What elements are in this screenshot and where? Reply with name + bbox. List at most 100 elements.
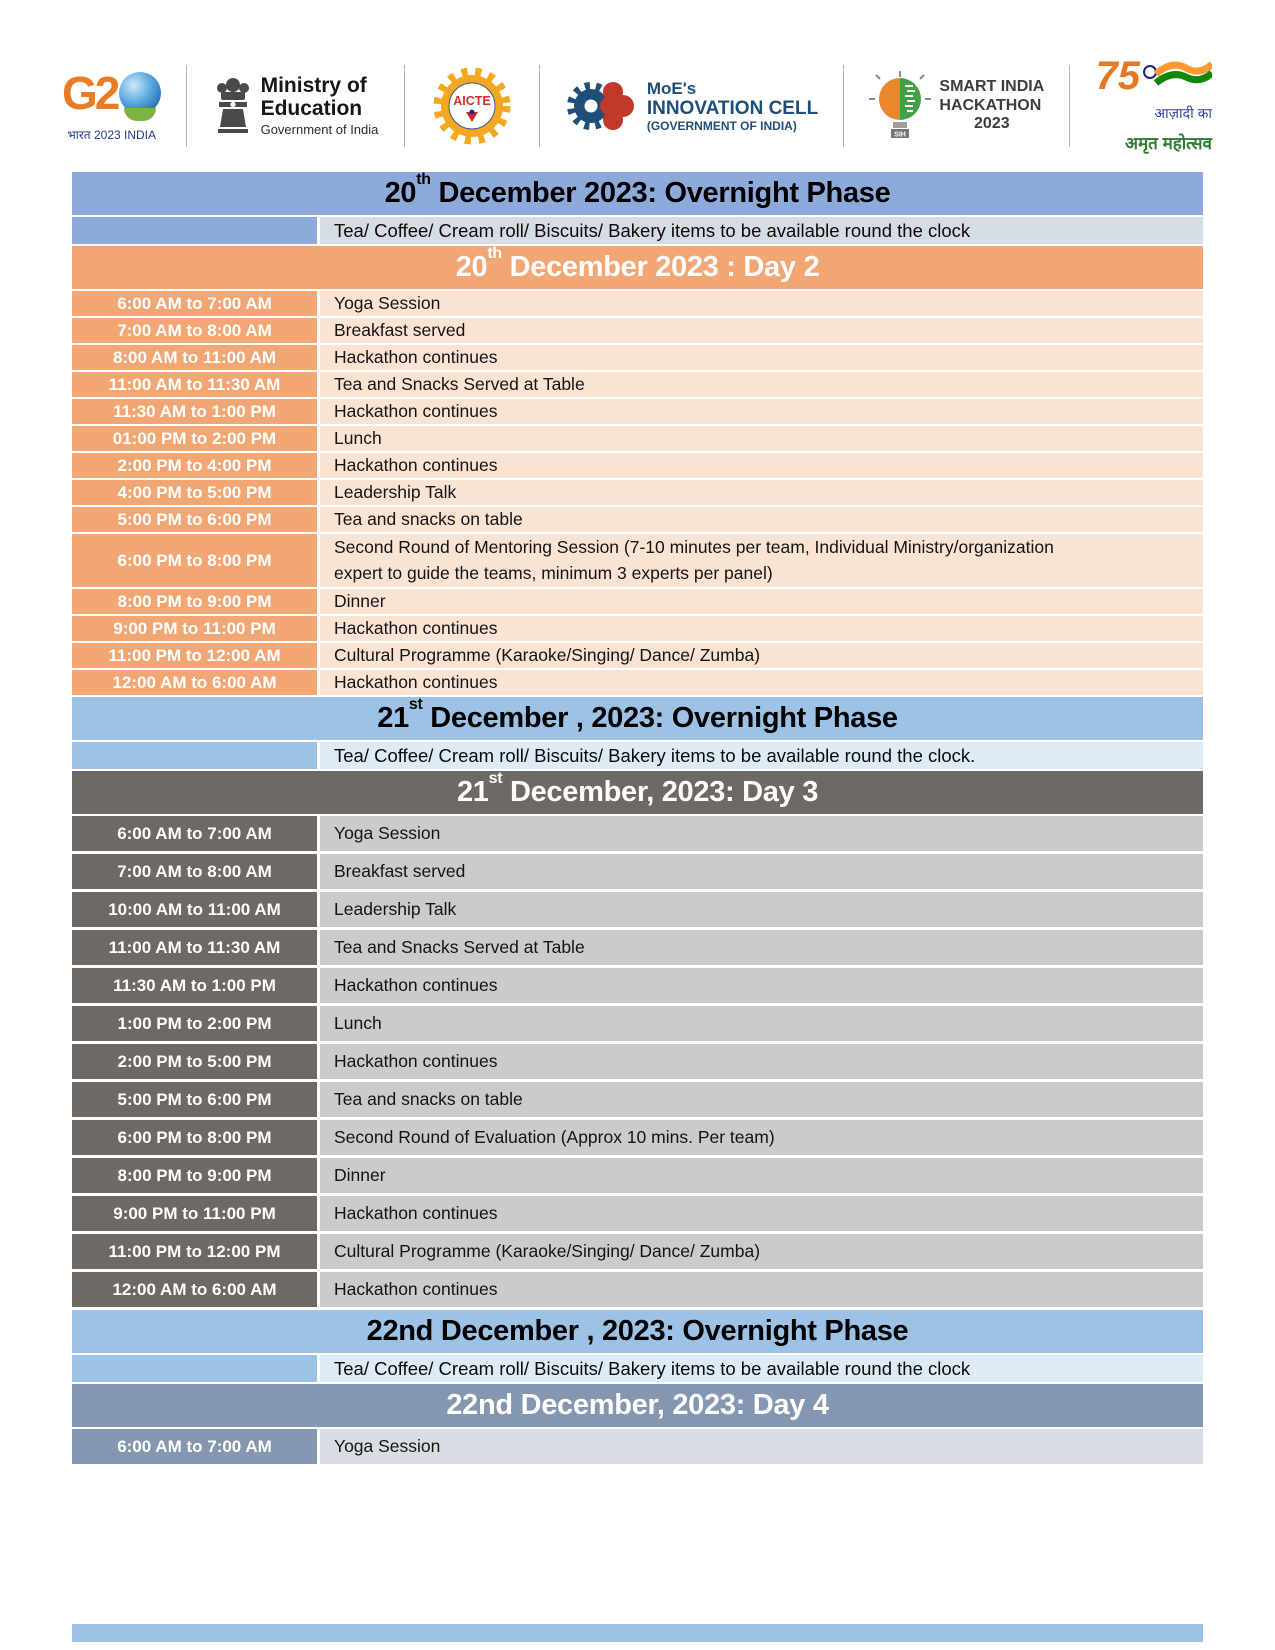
section-header-text: 21st December , 2023: Overnight Phase (377, 696, 898, 734)
section-header: 21st December , 2023: Overnight Phase (72, 697, 1203, 740)
activity-text: Tea and Snacks Served at Table (334, 374, 585, 394)
activity-text: Hackathon continues (334, 455, 498, 475)
activity-cell: Hackathon continues (320, 399, 1203, 424)
globe-icon (119, 71, 162, 121)
schedule-row: 6:00 AM to 7:00 AM Yoga Session (72, 291, 1203, 316)
bottom-blue-bar (72, 1624, 1203, 1642)
divider (403, 65, 405, 147)
activity-cell: Leadership Talk (320, 892, 1203, 927)
time-cell: 2:00 PM to 5:00 PM (72, 1044, 317, 1079)
activity-text: Hackathon continues (334, 1203, 498, 1223)
activity-text: Cultural Programme (Karaoke/Singing/ Dan… (334, 1241, 761, 1261)
ministry-of-education-logo: Ministry of Education Government of Indi… (213, 74, 379, 137)
activity-text: Lunch (334, 1013, 382, 1033)
time-cell: 12:00 AM to 6:00 AM (72, 1272, 317, 1307)
schedule-row: 6:00 PM to 8:00 PM Second Round of Evalua… (72, 1120, 1203, 1155)
activity-cell: Cultural Programme (Karaoke/Singing/ Dan… (320, 1234, 1203, 1269)
activity-text: Hackathon continues (334, 672, 498, 692)
activity-cell: Hackathon continues (320, 1044, 1203, 1079)
activity-text: Lunch (334, 428, 382, 448)
schedule-table: 20th December 2023: Overnight Phase Tea/ … (72, 172, 1203, 1642)
activity-cell: Tea and Snacks Served at Table (320, 372, 1203, 397)
activity-cell: Dinner (320, 589, 1203, 614)
schedule-row: 12:00 AM to 6:00 AM Hackathon continues (72, 670, 1203, 695)
activity-text: Hackathon continues (334, 347, 498, 367)
schedule-row: 2:00 PM to 4:00 PM Hackathon continues (72, 453, 1203, 478)
time-cell: 4:00 PM to 5:00 PM (72, 480, 317, 505)
time-cell: 7:00 AM to 8:00 AM (72, 318, 317, 343)
sih-logo: SIH SMART INDIA HACKATHON 2023 (869, 69, 1044, 143)
schedule-row: 7:00 AM to 8:00 AM Breakfast served (72, 854, 1203, 889)
note-row: Tea/ Coffee/ Cream roll/ Biscuits/ Baker… (72, 742, 1203, 769)
schedule-row: 6:00 PM to 8:00 PM Second Round of Mentor… (72, 534, 1203, 587)
activity-text: Breakfast served (334, 861, 466, 881)
time-cell: 11:00 PM to 12:00 AM (72, 643, 317, 668)
activity-text: Hackathon continues (334, 975, 498, 995)
activity-text: Leadership Talk (334, 482, 457, 502)
activity-text: Yoga Session (334, 823, 441, 843)
sih-line2: HACKATHON (939, 96, 1042, 114)
sih-text: SMART INDIA HACKATHON 2023 (939, 78, 1044, 133)
g20-wordmark: G2 (62, 66, 162, 121)
activity-text: Tea and snacks on table (334, 509, 523, 529)
activity-cell: Tea and snacks on table (320, 507, 1203, 532)
section-header: 22nd December , 2023: Overnight Phase (72, 1310, 1203, 1353)
time-cell: 6:00 AM to 7:00 AM (72, 291, 317, 316)
activity-cell: Lunch (320, 1006, 1203, 1041)
time-cell: 11:00 PM to 12:00 PM (72, 1234, 317, 1269)
activity-text: Yoga Session (334, 1436, 441, 1456)
activity-text: Dinner (334, 591, 386, 611)
activity-text: Yoga Session (334, 293, 441, 313)
activity-cell: Hackathon continues (320, 670, 1203, 695)
note-cell: Tea/ Coffee/ Cream roll/ Biscuits/ Baker… (320, 742, 1203, 769)
schedule-row: 11:00 PM to 12:00 PM Cultural Programme (… (72, 1234, 1203, 1269)
schedule-row: 8:00 AM to 11:00 AM Hackathon continues (72, 345, 1203, 370)
time-cell: 10:00 AM to 11:00 AM (72, 892, 317, 927)
aicte-gear-icon: AICTE (433, 67, 511, 145)
time-cell: 11:00 AM to 11:30 AM (72, 372, 317, 397)
time-cell: 11:00 AM to 11:30 AM (72, 930, 317, 965)
sih-line1: SMART INDIA (939, 78, 1045, 96)
activity-cell: Dinner (320, 1158, 1203, 1193)
divider (186, 65, 188, 147)
schedule-row: 7:00 AM to 8:00 AM Breakfast served (72, 318, 1203, 343)
schedule-row: 11:30 AM to 1:00 PM Hackathon continues (72, 968, 1203, 1003)
innovation-cell-line3: (GOVERNMENT OF INDIA) (646, 119, 797, 134)
activity-cell: Tea and snacks on table (320, 1082, 1203, 1117)
section-header-text: 22nd December, 2023: Day 4 (446, 1389, 829, 1421)
schedule-row: 6:00 AM to 7:00 AM Yoga Session (72, 816, 1203, 851)
schedule-row: 01:00 PM to 2:00 PM Lunch (72, 426, 1203, 451)
schedule-row: 11:00 AM to 11:30 AM Tea and Snacks Serve… (72, 372, 1203, 397)
activity-cell: Second Round of Mentoring Session (7-10 … (320, 534, 1203, 587)
note-cell: Tea/ Coffee/ Cream roll/ Biscuits/ Baker… (320, 1355, 1203, 1382)
note-cell: Tea/ Coffee/ Cream roll/ Biscuits/ Baker… (320, 217, 1203, 244)
activity-text: Hackathon continues (334, 1051, 498, 1071)
activity-text: Hackathon continues (334, 1279, 498, 1299)
ministry-line1: Ministry of (260, 74, 367, 98)
time-cell: 5:00 PM to 6:00 PM (72, 507, 317, 532)
ministry-line2: Education (260, 96, 363, 120)
sih-badge: SIH (895, 132, 907, 139)
section-header: 20th December 2023: Overnight Phase (72, 172, 1203, 215)
note-row: Tea/ Coffee/ Cream roll/ Biscuits/ Baker… (72, 1355, 1203, 1382)
time-cell: 2:00 PM to 4:00 PM (72, 453, 317, 478)
g20-text: G2 (62, 66, 120, 119)
activity-cell: Yoga Session (320, 816, 1203, 851)
ministry-text: Ministry of Education Government of Indi… (260, 74, 379, 137)
section-header-text: 21st December, 2023: Day 3 (456, 770, 819, 808)
activity-text: Second Round of Mentoring Session (7-10 … (334, 537, 1054, 583)
divider (843, 65, 845, 147)
activity-cell: Cultural Programme (Karaoke/Singing/ Dan… (320, 643, 1203, 668)
activity-cell: Hackathon continues (320, 345, 1203, 370)
note-time-cell (72, 1355, 317, 1382)
section-header-text: 22nd December , 2023: Overnight Phase (366, 1315, 909, 1347)
schedule-row: 10:00 AM to 11:00 AM Leadership Talk (72, 892, 1203, 927)
svg-text:AICTE: AICTE (453, 94, 491, 108)
schedule-row: 12:00 AM to 6:00 AM Hackathon continues (72, 1272, 1203, 1307)
gear-brain-icon (566, 82, 634, 130)
activity-text: Leadership Talk (334, 899, 457, 919)
g20-logo: G2 भारत 2023 INDIA (62, 66, 162, 143)
time-cell: 6:00 PM to 8:00 PM (72, 534, 317, 587)
schedule-row: 9:00 PM to 11:00 PM Hackathon continues (72, 616, 1203, 641)
